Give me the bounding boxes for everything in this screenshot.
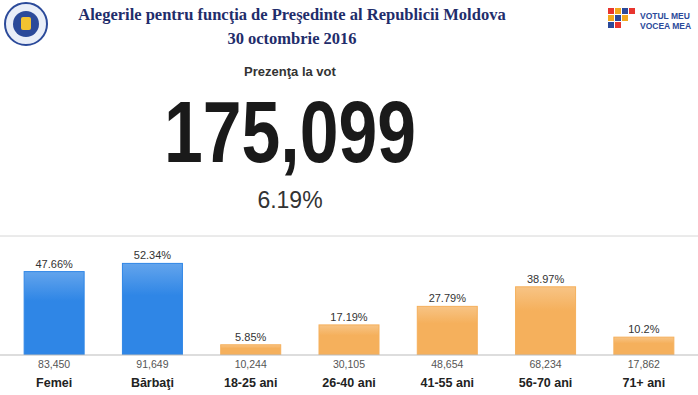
logo-square — [608, 8, 614, 14]
logo-square — [622, 15, 628, 21]
emblem-ring — [5, 3, 47, 45]
category-label: Bărbaţi — [131, 376, 174, 390]
logo-square — [629, 8, 635, 14]
count-label: 17,862 — [628, 358, 660, 370]
count-label: 30,105 — [333, 358, 365, 370]
background — [0, 0, 698, 395]
data-label: 5.85% — [235, 331, 266, 343]
emblem — [5, 3, 47, 45]
data-label: 38.97% — [527, 273, 565, 285]
turnout-title: Prezenţa la vot — [244, 64, 336, 79]
bar — [516, 287, 576, 355]
bar — [417, 306, 477, 355]
page: {"chart_data": { "type": "bar", "title":… — [0, 0, 698, 395]
chart: VOTUL MEUVOCEA MEA Alegerile pentru funcţ… — [0, 0, 698, 395]
data-label: 47.66% — [35, 258, 73, 270]
category-label: 41-55 ani — [421, 376, 475, 390]
emblem-shield — [21, 17, 31, 30]
logo-square — [608, 22, 614, 28]
data-label: 10.2% — [628, 323, 659, 335]
subtitle: 30 octombrie 2016 — [227, 29, 356, 48]
data-label: 27.79% — [429, 292, 467, 304]
data-label: 52.34% — [134, 249, 172, 261]
data-label: 17.19% — [330, 311, 368, 323]
bar — [614, 337, 674, 355]
baseline — [0, 355, 698, 356]
logo-square — [615, 8, 621, 14]
logo-square — [615, 22, 621, 28]
logo-square — [615, 15, 621, 21]
bars — [24, 263, 674, 355]
count-label: 68,234 — [530, 358, 562, 370]
category-label: 18-25 ani — [224, 376, 278, 390]
count-label: 91,649 — [136, 358, 168, 370]
category-label: 56-70 ani — [519, 376, 573, 390]
category-label: 71+ ani — [622, 376, 665, 390]
title: Alegerile pentru funcţia de Preşedinte a… — [78, 5, 505, 24]
emblem-core — [13, 11, 39, 37]
category-label: Femei — [36, 376, 72, 390]
bar — [221, 345, 281, 355]
turnout-value: 175,099 — [164, 82, 416, 181]
count-label: 10,244 — [235, 358, 267, 370]
range-top-line — [0, 236, 698, 237]
logo-square — [608, 15, 614, 21]
turnout-percent: 6.19% — [257, 187, 322, 213]
bar — [319, 325, 379, 355]
count-label: 83,450 — [38, 358, 70, 370]
bar — [24, 272, 84, 355]
count-label: 48,654 — [431, 358, 463, 370]
logo-square — [622, 8, 628, 14]
category-label: 26-40 ani — [322, 376, 376, 390]
bar — [122, 263, 182, 355]
logo-text: VOTUL MEU — [640, 11, 690, 21]
logo: VOTUL MEUVOCEA MEA — [608, 8, 691, 31]
logo-text: VOCEA MEA — [640, 21, 691, 31]
